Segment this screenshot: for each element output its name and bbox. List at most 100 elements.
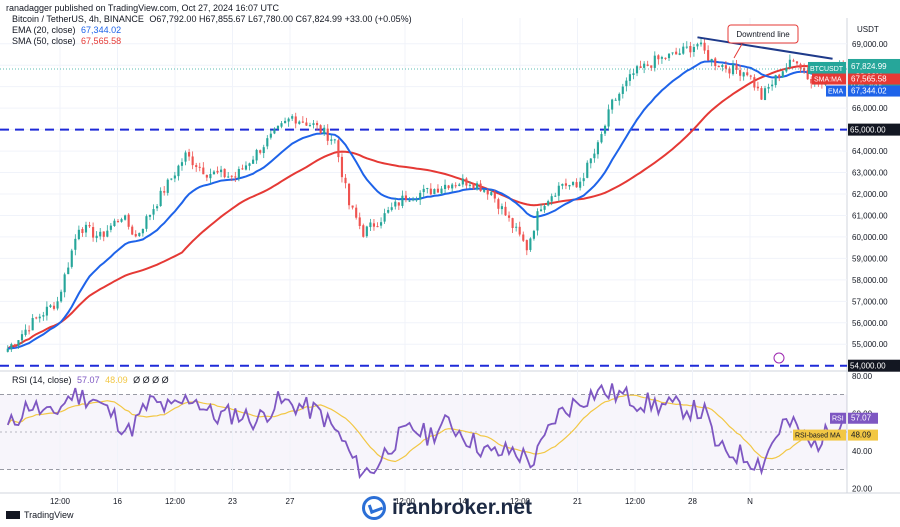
currency-label: USDT bbox=[857, 25, 879, 34]
candle-body bbox=[95, 235, 98, 239]
candle-body bbox=[646, 64, 649, 66]
candle-body bbox=[81, 229, 84, 234]
sma-axis-tag-label: SMA:MA bbox=[814, 77, 842, 84]
candle-body bbox=[252, 159, 255, 164]
candle-body bbox=[490, 192, 493, 196]
rsi-band-fill bbox=[0, 394, 847, 470]
candle-body bbox=[639, 66, 642, 69]
rsi-legend-value: 57.07 bbox=[77, 375, 100, 385]
candle-body bbox=[223, 168, 226, 178]
candle-body bbox=[575, 182, 578, 188]
candle-body bbox=[550, 196, 553, 202]
candle-body bbox=[38, 316, 41, 319]
price-tick-label: 69,000.00 bbox=[852, 40, 888, 49]
rsi-ma-axis-tag bbox=[848, 429, 878, 441]
candle-body bbox=[682, 46, 685, 54]
candle-body bbox=[124, 215, 127, 220]
rsi-tick-label: 20.00 bbox=[852, 484, 873, 493]
candle-body bbox=[116, 220, 120, 222]
candle-body bbox=[532, 230, 535, 239]
candle-body bbox=[138, 232, 141, 237]
candle-body bbox=[92, 227, 95, 238]
sma-axis-tag-value: 67,565.58 bbox=[851, 75, 887, 84]
price-tick-label: 55,000.00 bbox=[852, 340, 888, 349]
candle-body bbox=[220, 169, 223, 173]
candle-body bbox=[536, 211, 539, 231]
candle-body bbox=[266, 138, 269, 147]
candle-body bbox=[653, 55, 656, 68]
candle-body bbox=[369, 222, 372, 228]
candle-body bbox=[24, 329, 27, 335]
candle-body bbox=[184, 152, 187, 162]
ema-axis-tag-label-box bbox=[826, 85, 846, 97]
candle-body bbox=[326, 128, 329, 141]
candle-body bbox=[443, 184, 447, 190]
candle-body bbox=[70, 250, 73, 267]
candle-body bbox=[689, 45, 692, 53]
candle-body bbox=[102, 231, 105, 237]
candle-body bbox=[664, 57, 667, 59]
candle-body bbox=[333, 139, 336, 141]
candle-body bbox=[280, 123, 283, 127]
time-tick-label: 27 bbox=[286, 497, 295, 506]
candle-body bbox=[173, 175, 176, 179]
candle-body bbox=[379, 222, 383, 226]
candle-body bbox=[767, 87, 770, 89]
candle-body bbox=[436, 188, 440, 193]
candle-body bbox=[163, 191, 166, 193]
sma-legend-value: 67,565.58 bbox=[81, 36, 122, 46]
candle-body bbox=[799, 64, 802, 69]
candle-body bbox=[305, 122, 308, 126]
candle-body bbox=[408, 200, 411, 202]
candle-body bbox=[330, 139, 333, 141]
candle-body bbox=[507, 215, 511, 218]
candle-body bbox=[714, 58, 717, 67]
candle-body bbox=[497, 199, 500, 209]
candle-body bbox=[760, 88, 763, 100]
candle-body bbox=[603, 125, 607, 134]
candle-body bbox=[739, 70, 742, 76]
candle-body bbox=[99, 231, 102, 237]
candle-body bbox=[241, 168, 244, 170]
candle-body bbox=[127, 214, 130, 227]
candle-body bbox=[337, 140, 340, 158]
candle-body bbox=[180, 162, 184, 166]
candle-body bbox=[493, 192, 496, 199]
watermark-text: iranbroker.net bbox=[392, 496, 533, 519]
candle-body bbox=[660, 57, 663, 59]
rsi-legend: RSI (14, close) 57.07 48.09 Ø Ø Ø Ø bbox=[12, 375, 169, 385]
candle-body bbox=[735, 64, 738, 70]
candle-body bbox=[692, 47, 695, 53]
rsi-axis-tag bbox=[848, 412, 878, 424]
tradingview-brand-label: TradingView bbox=[24, 510, 74, 520]
rsi-legend-extra: Ø Ø Ø Ø bbox=[133, 375, 169, 385]
rsi-legend-label: RSI (14, close) bbox=[12, 375, 72, 385]
candle-body bbox=[376, 226, 379, 228]
candle-body bbox=[675, 51, 678, 55]
time-tick-label: 12:00 bbox=[165, 497, 186, 506]
candle-body bbox=[276, 125, 280, 129]
candle-body bbox=[10, 344, 13, 350]
price-tick-label: 59,000.00 bbox=[852, 254, 888, 263]
candle-body bbox=[227, 176, 230, 178]
candle-body bbox=[148, 214, 152, 217]
sma-axis-tag-label-box bbox=[812, 73, 846, 85]
candle-body bbox=[699, 42, 703, 45]
candle-body bbox=[120, 219, 123, 222]
candle-body bbox=[209, 174, 212, 179]
candle-body bbox=[301, 121, 304, 123]
time-tick-label: 12:00 bbox=[510, 497, 531, 506]
candle-body bbox=[60, 291, 63, 302]
last-price-symbol-text: BTCUSDT bbox=[810, 66, 844, 73]
candle-body bbox=[593, 153, 596, 159]
candle-body bbox=[212, 171, 216, 175]
candle-body bbox=[170, 178, 173, 180]
last-price-symbol-tag bbox=[808, 61, 846, 74]
candle-body bbox=[539, 209, 543, 212]
candle-body bbox=[685, 46, 688, 48]
candle-body bbox=[703, 42, 706, 51]
candle-body bbox=[586, 162, 589, 178]
candle-body bbox=[475, 183, 479, 190]
candle-body bbox=[774, 75, 777, 86]
candle-body bbox=[77, 229, 80, 240]
